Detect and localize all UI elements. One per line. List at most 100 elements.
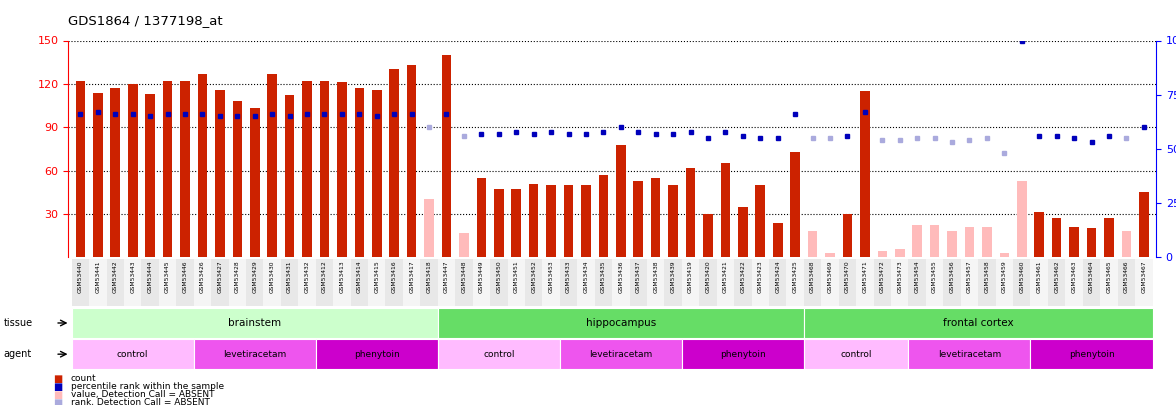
Bar [354,88,365,257]
Bar [1035,212,1044,257]
Bar [1048,259,1065,306]
Text: GSM53451: GSM53451 [514,260,519,293]
Bar [821,259,838,306]
Text: levetiracetam: levetiracetam [223,350,287,359]
Bar [89,259,107,306]
Bar [333,259,350,306]
Bar [787,259,804,306]
Text: phenytoin: phenytoin [354,350,400,359]
Bar [1104,218,1114,257]
Bar [315,339,437,369]
Bar [455,259,473,306]
Bar [647,259,664,306]
Text: GSM53434: GSM53434 [583,260,588,293]
Text: GSM53425: GSM53425 [793,260,797,293]
Text: GSM53469: GSM53469 [828,260,833,293]
Bar [1101,259,1117,306]
Bar [93,92,102,257]
Bar [560,259,577,306]
Bar [494,189,503,257]
Text: GDS1864 / 1377198_at: GDS1864 / 1377198_at [68,14,222,27]
Bar [560,339,682,369]
Bar [804,308,1152,338]
Bar [629,259,647,306]
Bar [72,308,437,338]
Text: GSM53423: GSM53423 [757,260,763,293]
Bar [926,259,943,306]
Bar [107,259,123,306]
Bar [403,259,420,306]
Text: GSM53431: GSM53431 [287,260,292,293]
Bar [577,259,595,306]
Bar [246,259,263,306]
Bar [703,214,713,257]
Bar [734,259,751,306]
Text: phenytoin: phenytoin [1069,350,1115,359]
Bar [407,65,416,257]
Text: levetiracetam: levetiracetam [589,350,653,359]
Text: levetiracetam: levetiracetam [937,350,1001,359]
Text: count: count [71,374,96,383]
Bar [1000,253,1009,257]
Bar [128,84,138,257]
Text: GSM53443: GSM53443 [131,260,135,293]
Bar [808,231,817,257]
Bar [1030,259,1048,306]
Bar [250,109,260,257]
Text: GSM53473: GSM53473 [897,260,902,293]
Text: GSM53448: GSM53448 [461,260,467,293]
Bar [180,81,189,257]
Bar [599,175,608,257]
Text: GSM53459: GSM53459 [1002,260,1007,293]
Text: GSM53463: GSM53463 [1071,260,1076,293]
Bar [804,339,909,369]
Bar [650,178,661,257]
Bar [194,339,315,369]
Text: GSM53457: GSM53457 [967,260,973,293]
Bar [947,231,957,257]
Text: GSM53428: GSM53428 [235,260,240,293]
Text: control: control [841,350,871,359]
Bar [542,259,560,306]
Text: GSM53450: GSM53450 [496,260,501,293]
Bar [826,253,835,257]
Bar [961,259,978,306]
Bar [790,152,800,257]
Text: GSM53465: GSM53465 [1107,260,1111,293]
Bar [141,259,159,306]
Bar [72,339,194,369]
Bar [634,181,643,257]
Bar [176,259,194,306]
Text: GSM53437: GSM53437 [636,260,641,293]
Bar [838,259,856,306]
Text: control: control [116,350,148,359]
Text: GSM53415: GSM53415 [374,260,380,293]
Bar [964,227,974,257]
Bar [442,55,452,257]
Bar [386,259,403,306]
Bar [476,178,486,257]
Text: value, Detection Call = ABSENT: value, Detection Call = ABSENT [71,390,214,399]
Bar [943,259,961,306]
Text: GSM53417: GSM53417 [409,260,414,293]
Text: GSM53429: GSM53429 [252,260,258,293]
Bar [524,259,542,306]
Bar [508,259,524,306]
Bar [547,185,556,257]
Bar [198,74,207,257]
Bar [212,259,228,306]
Bar [1087,228,1096,257]
Bar [529,183,539,257]
Text: phenytoin: phenytoin [720,350,766,359]
Bar [996,259,1013,306]
Text: GSM53439: GSM53439 [670,260,676,293]
Text: GSM53467: GSM53467 [1141,260,1147,293]
Text: GSM53422: GSM53422 [741,260,746,293]
Bar [668,185,677,257]
Bar [315,259,333,306]
Bar [804,259,821,306]
Text: GSM53472: GSM53472 [880,260,884,293]
Bar [111,88,120,257]
Text: GSM53468: GSM53468 [810,260,815,293]
Bar [581,185,590,257]
